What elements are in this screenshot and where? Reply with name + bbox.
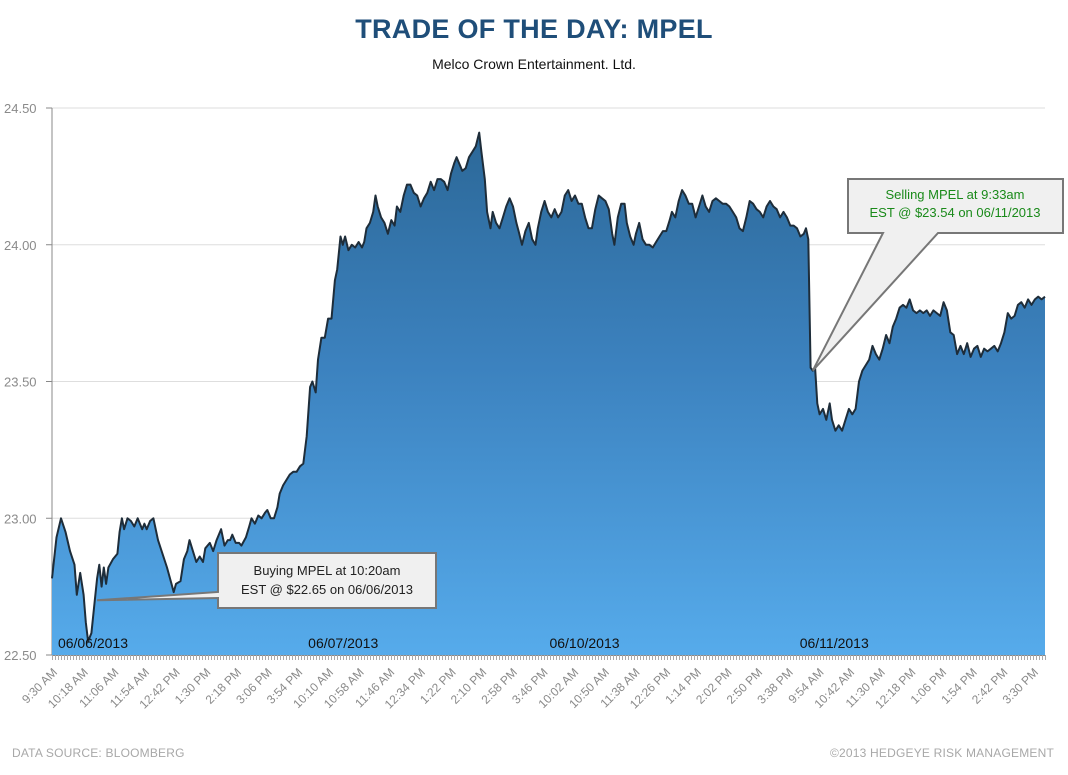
chart-subtitle: Melco Crown Entertainment. Ltd. [432,56,636,72]
session-date-label: 06/10/2013 [549,635,619,651]
session-date-labels: 06/06/2013 06/07/2013 06/10/2013 06/11/2013 [58,635,869,651]
sell-callout-line1: Selling MPEL at 9:33am [886,187,1025,202]
y-tick-label: 23.00 [4,511,37,526]
sell-callout-line2: EST @ $23.54 on 06/11/2013 [869,205,1040,220]
y-tick-label: 24.00 [4,238,37,253]
buy-callout-line1: Buying MPEL at 10:20am [254,563,401,578]
price-line [51,131,1046,643]
session-date-label: 06/07/2013 [308,635,378,651]
y-tick-label: 23.50 [4,375,37,390]
session-date-label: 06/11/2013 [800,635,869,651]
buy-callout-box [97,552,437,609]
session-date-label: 06/06/2013 [58,635,128,651]
price-area-fill [52,132,1045,656]
trade-annotations: Buying MPEL at 10:20am EST @ $22.65 on 06… [97,178,1064,609]
sell-callout-box [811,178,1064,372]
y-tick-label: 24.50 [4,101,37,116]
data-source-label: DATA SOURCE: BLOOMBERG [12,746,185,760]
y-tick-label: 22.50 [4,648,37,663]
copyright-label: ©2013 HEDGEYE RISK MANAGEMENT [829,746,1054,760]
buy-callout-line2: EST @ $22.65 on 06/06/2013 [241,582,413,597]
y-axis: 22.50 23.00 23.50 24.00 24.50 [4,101,53,663]
chart-title: TRADE OF THE DAY: MPEL [355,14,713,44]
